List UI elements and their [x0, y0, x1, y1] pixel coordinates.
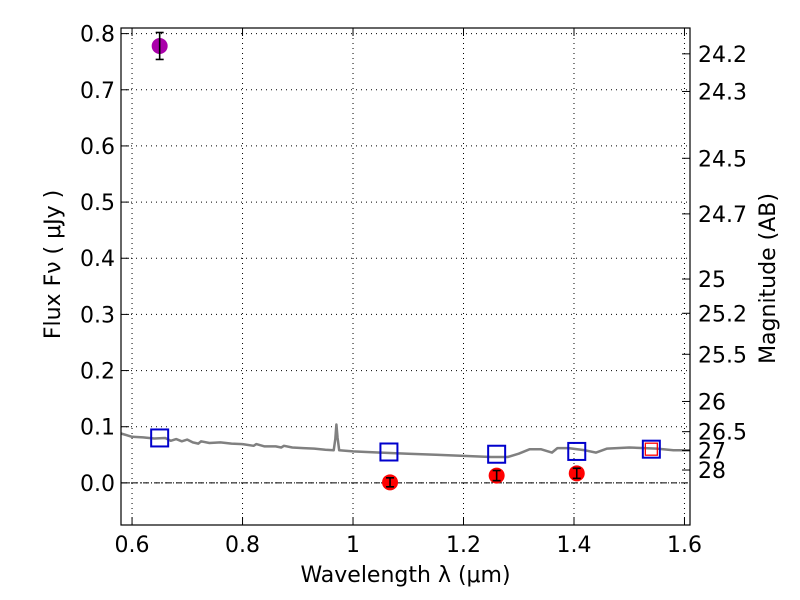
y-tick-label: 0.3 — [80, 303, 115, 328]
data-series — [120, 31, 690, 491]
x-tick-label: 1.2 — [446, 533, 481, 558]
model-photometry-square — [641, 439, 661, 459]
y-tick-label: 0.2 — [80, 360, 115, 385]
right-tick-label: 24.7 — [698, 203, 747, 228]
right-tick-label: 28 — [698, 459, 726, 484]
y-axis-label: Flux Fν ( μJy ) — [41, 190, 66, 339]
y-tick-label: 0.0 — [80, 472, 115, 497]
right-tick-label: 25.5 — [698, 343, 747, 368]
model-photometry-square — [487, 444, 507, 464]
y-tick-labels: 0.0 0.1 0.2 0.3 0.4 0.5 0.6 0.7 0.8 — [80, 23, 115, 497]
right-tick-label: 24.5 — [698, 147, 747, 172]
model-photometry-square — [379, 442, 399, 462]
right-tick-label: 25.2 — [698, 302, 747, 327]
x-tick-label: 0.8 — [225, 533, 260, 558]
x-tick-label: 1.6 — [667, 533, 702, 558]
right-tick-label: 27 — [698, 440, 726, 465]
axis-ticks — [121, 28, 690, 525]
right-tick-label: 26.5 — [698, 421, 747, 446]
right-tick-label: 24.2 — [698, 43, 747, 68]
y-tick-label: 0.1 — [80, 416, 115, 441]
model-photometry-square — [150, 428, 170, 448]
x-tick-label: 0.6 — [115, 533, 150, 558]
y-tick-label: 0.8 — [80, 23, 115, 48]
x-tick-labels: 0.6 0.8 1 1.2 1.4 1.6 — [115, 533, 702, 558]
right-axis-label: Magnitude (AB) — [756, 193, 781, 364]
x-axis-label: Wavelength λ (μm) — [300, 563, 510, 588]
y-tick-label: 0.6 — [80, 135, 115, 160]
x-tick-label: 1.4 — [556, 533, 591, 558]
y-tick-label: 0.4 — [80, 247, 115, 272]
right-tick-label: 26 — [698, 390, 726, 415]
x-tick-label: 1 — [346, 533, 360, 558]
model-photometry-square — [567, 441, 587, 461]
y-tick-label: 0.5 — [80, 191, 115, 216]
right-tick-label: 24.3 — [698, 80, 747, 105]
model-photometry-square — [644, 442, 658, 456]
right-tick-label: 25 — [698, 268, 726, 293]
y-tick-label: 0.7 — [80, 79, 115, 104]
plot-frame — [120, 27, 691, 526]
model-spectrum-line — [120, 423, 690, 459]
